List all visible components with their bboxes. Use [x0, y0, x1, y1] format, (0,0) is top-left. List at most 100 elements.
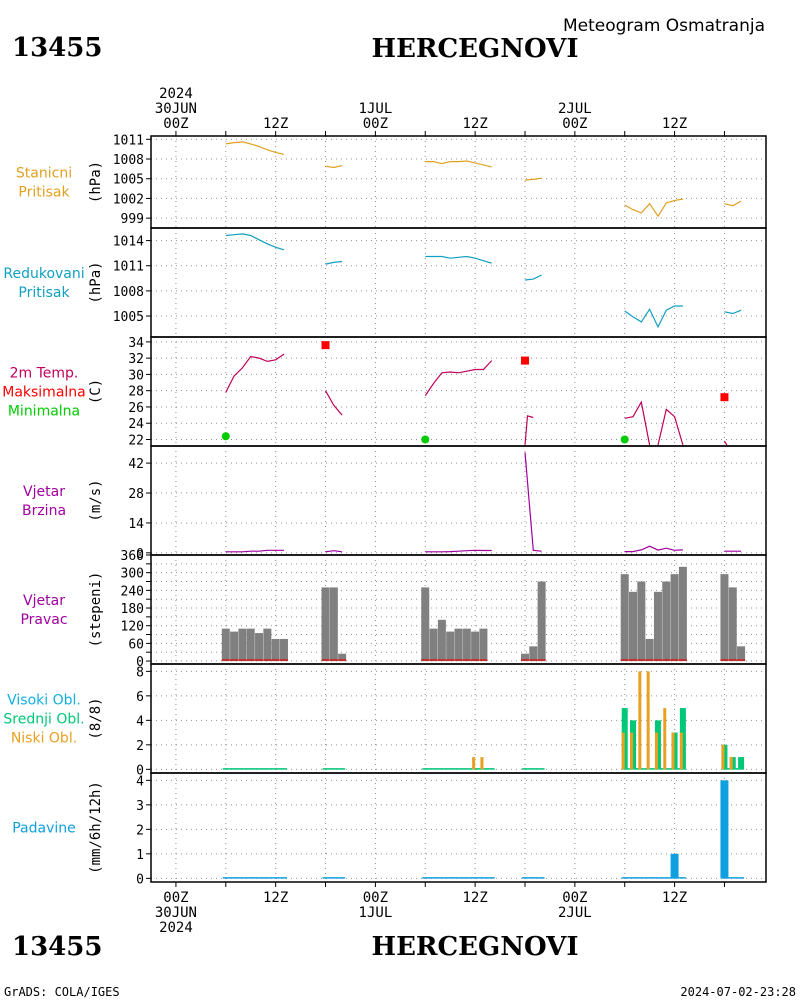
wind-dir-base: [629, 659, 638, 662]
ytick-label: 999: [121, 212, 144, 227]
station-name-top: HERCEGNOVI: [372, 34, 579, 64]
wind-dir-bar: [662, 581, 671, 662]
wind-dir-bar: [645, 638, 654, 662]
panel-label: Pritisak: [18, 285, 70, 301]
ytick-label: 120: [121, 620, 144, 635]
wind-dir-bar: [263, 628, 272, 662]
time-label-bottom: 2024: [159, 920, 193, 936]
series-line: [225, 141, 285, 155]
wind-dir-bar: [454, 628, 463, 662]
wind-dir-base: [329, 659, 338, 662]
series-line: [724, 309, 742, 315]
ytick-label: 32: [128, 352, 144, 367]
axis-ylabel: (C): [88, 379, 104, 404]
wind-dir-base: [479, 659, 488, 662]
time-label-top: 30JUN: [155, 101, 197, 117]
series-line: [324, 390, 343, 416]
panel-frame: [150, 445, 767, 556]
time-label-bottom: 1JUL: [359, 905, 393, 921]
ytick-label: 14: [128, 517, 144, 532]
ytick-label: 1014: [113, 235, 144, 250]
wind-dir-bar: [471, 631, 480, 662]
panel-label: Vjetar: [23, 593, 65, 609]
panel-frame: [150, 227, 767, 338]
ytick-label: 8: [136, 665, 144, 680]
panel-label: Srednji Obl.: [3, 712, 84, 728]
wind-dir-bar: [653, 591, 662, 662]
low-cloud-bar: [721, 744, 725, 770]
footer-timestamp: 2024-07-02-23:28: [680, 985, 796, 999]
time-label-bottom: 00Z: [163, 890, 188, 906]
max-temp-point: [321, 341, 330, 350]
wind-dir-base: [263, 659, 272, 662]
panel-frame: [150, 336, 767, 447]
ytick-label: 6: [136, 690, 144, 705]
low-cloud-bar: [654, 732, 658, 770]
ytick-label: 1005: [113, 173, 144, 188]
wind-dir-bar: [620, 574, 629, 662]
time-label-top: 12Z: [263, 116, 288, 132]
station-id-bottom: 13455: [12, 932, 102, 962]
panel-label: Redukovani: [3, 266, 84, 282]
time-label-bottom: 12Z: [462, 890, 487, 906]
low-cloud-bar: [663, 708, 667, 770]
station-id-top: 13455: [12, 33, 102, 63]
ytick-label: 1011: [113, 260, 144, 275]
wind-dir-bar: [537, 581, 546, 662]
wind-dir-base: [520, 659, 529, 662]
precip-bar: [670, 853, 679, 879]
panel-label: Stanicni: [16, 166, 72, 182]
ytick-label: 3: [136, 799, 144, 814]
time-label-bottom: 2JUL: [558, 905, 592, 921]
wind-dir-bar: [221, 628, 230, 662]
axis-ylabel: (mm/6h/12h): [88, 781, 104, 874]
wind-dir-base: [678, 659, 687, 662]
wind-dir-base: [637, 659, 646, 662]
wind-dir-base: [246, 659, 255, 662]
series-line: [624, 198, 683, 218]
wind-dir-base: [454, 659, 463, 662]
time-label-top: 1JUL: [359, 101, 393, 117]
panel-label: Pravac: [20, 612, 67, 628]
time-label-bottom: 00Z: [363, 890, 388, 906]
wind-dir-base: [271, 659, 280, 662]
series-line: [524, 274, 542, 281]
wind-dir-base: [720, 659, 729, 662]
ytick-label: 0: [136, 872, 144, 887]
wind-dir-bar: [520, 653, 529, 662]
wind-dir-base: [238, 659, 247, 662]
ytick-label: 2: [136, 823, 144, 838]
series-line: [225, 549, 284, 553]
wind-dir-bar: [629, 591, 638, 662]
wind-dir-bar: [429, 628, 438, 662]
wind-dir-bar: [246, 628, 255, 662]
ytick-label: 1002: [113, 192, 144, 207]
series-line: [624, 305, 683, 329]
series-line: [524, 452, 542, 552]
series-line: [724, 200, 742, 207]
time-label-top: 12Z: [462, 116, 487, 132]
min-temp-point: [620, 435, 629, 444]
wind-dir-bar: [446, 631, 455, 662]
ytick-label: 42: [128, 457, 144, 472]
wind-dir-bar: [720, 574, 729, 662]
time-label-bottom: 12Z: [662, 890, 687, 906]
wind-dir-base: [670, 659, 679, 662]
wind-dir-base: [446, 659, 455, 662]
wind-dir-base: [221, 659, 230, 662]
wind-dir-base: [321, 659, 330, 662]
wind-dir-base: [462, 659, 471, 662]
station-name-bottom: HERCEGNOVI: [372, 932, 579, 962]
ytick-label: 34: [128, 336, 144, 351]
low-cloud-bar: [679, 732, 683, 770]
ytick-label: 28: [128, 385, 144, 400]
wind-dir-base: [279, 659, 288, 662]
precip-bar: [720, 780, 729, 879]
ytick-label: 1005: [113, 310, 144, 325]
ytick-label: 28: [128, 487, 144, 502]
panel-label: Pritisak: [18, 185, 70, 201]
low-cloud-bar: [621, 732, 625, 770]
wind-dir-base: [437, 659, 446, 662]
axis-ylabel: (stepeni): [88, 572, 104, 648]
